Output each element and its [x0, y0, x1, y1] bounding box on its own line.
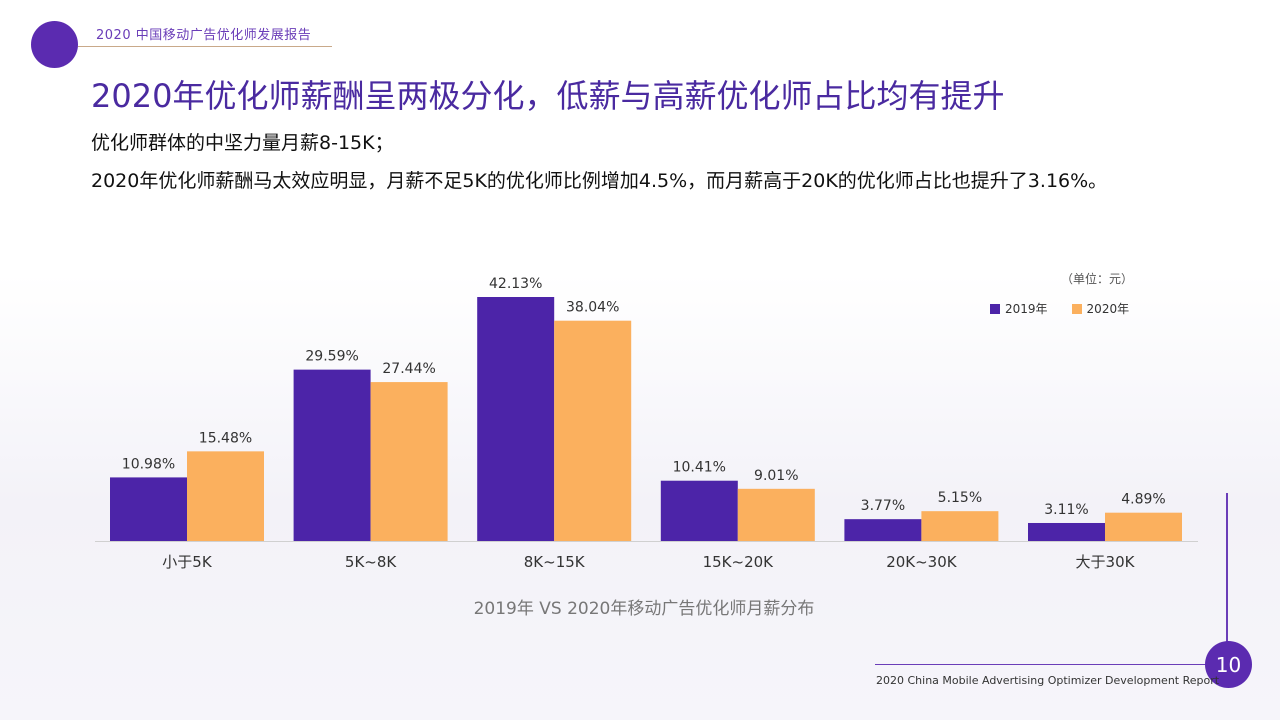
bar-2020-2	[554, 320, 632, 541]
bar-2020-0	[187, 451, 264, 541]
subtitle-line-1: 优化师群体的中坚力量月薪8-15K；	[91, 132, 394, 154]
bar-2019-2	[477, 297, 555, 541]
data-label-2020-4: 5.15%	[938, 490, 982, 506]
category-label-3: 15K~20K	[703, 553, 775, 571]
data-label-2019-1: 29.59%	[305, 349, 358, 365]
page-number: 10	[1205, 641, 1252, 688]
bar-2019-5	[1028, 522, 1105, 541]
report-label: 2020 中国移动广告优化师发展报告	[96, 28, 312, 43]
chart-legend: 2019年 2020年	[990, 300, 1129, 317]
chart-title: 2019年 VS 2020年移动广告优化师月薪分布	[473, 599, 815, 619]
data-label-2020-1: 27.44%	[382, 361, 435, 377]
legend-label-2020: 2020年	[1086, 302, 1130, 316]
legend-item-2020: 2020年	[1071, 300, 1130, 317]
chart-unit-note: （单位：元）	[1061, 272, 1134, 286]
legend-swatch-2019	[990, 303, 1000, 314]
footer-horizontal-rule	[875, 664, 1228, 665]
legend-label-2019: 2019年	[1005, 302, 1048, 316]
data-label-2019-5: 3.11%	[1044, 502, 1088, 518]
data-label-2019-0: 10.98%	[122, 456, 175, 472]
data-label-2019-4: 3.77%	[861, 498, 905, 514]
bar-2020-5	[1105, 512, 1182, 541]
data-label-2020-0: 15.48%	[199, 430, 252, 446]
subtitle-line-2: 2020年优化师薪酬马太效应明显，月薪不足5K的优化师比例增加4.5%，而月薪高…	[91, 170, 1108, 192]
legend-item-2019: 2019年	[990, 300, 1048, 317]
data-label-2020-2: 38.04%	[566, 300, 619, 316]
category-label-4: 20K~30K	[886, 553, 958, 571]
header-divider	[78, 46, 332, 47]
bar-2020-3	[737, 488, 815, 541]
data-label-2019-3: 10.41%	[673, 460, 726, 476]
category-label-0: 小于5K	[162, 553, 213, 571]
bar-2020-1	[370, 382, 448, 541]
footer-report-title: 2020 China Mobile Advertising Optimizer …	[876, 674, 1220, 687]
footer-vertical-rule	[1226, 493, 1228, 661]
bar-2019-1	[293, 369, 371, 541]
category-label-2: 8K~15K	[524, 553, 586, 571]
category-label-1: 5K~8K	[345, 553, 397, 571]
data-label-2020-3: 9.01%	[754, 468, 798, 484]
header-circle-decoration	[31, 21, 78, 68]
bar-2019-4	[844, 519, 922, 541]
bar-2019-3	[660, 480, 738, 541]
category-label-5: 大于30K	[1076, 553, 1136, 571]
bar-2019-0	[110, 477, 187, 541]
data-label-2019-2: 42.13%	[489, 276, 542, 292]
page-title: 2020年优化师薪酬呈两极分化，低薪与高薪优化师占比均有提升	[91, 77, 1005, 115]
data-label-2020-5: 4.89%	[1121, 492, 1165, 508]
bar-2020-4	[921, 511, 999, 541]
legend-swatch-2020	[1071, 303, 1082, 314]
